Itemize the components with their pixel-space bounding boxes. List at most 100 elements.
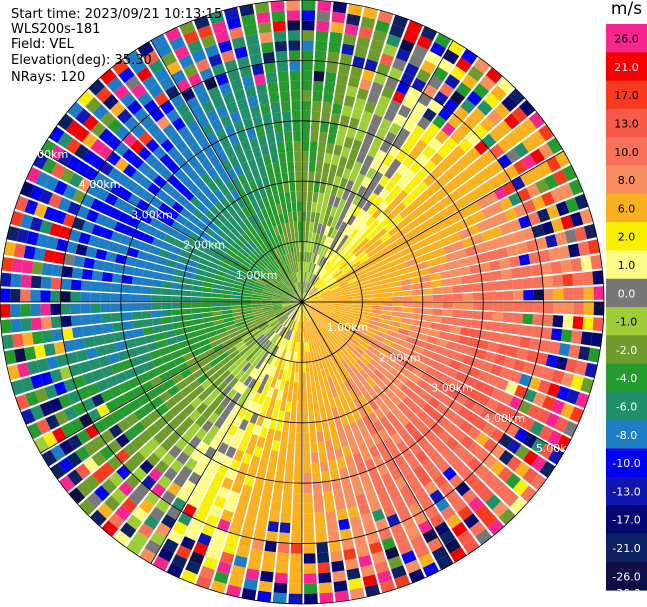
velocity-gate xyxy=(116,108,133,125)
velocity-gate xyxy=(91,393,105,408)
velocity-gate xyxy=(422,288,433,295)
velocity-gate xyxy=(312,253,318,264)
velocity-gate xyxy=(77,386,91,401)
velocity-gate xyxy=(455,371,468,384)
velocity-gate xyxy=(272,273,281,282)
velocity-gate xyxy=(462,302,474,310)
velocity-gate xyxy=(154,263,166,273)
velocity-gate xyxy=(347,3,363,17)
velocity-gate xyxy=(302,130,310,142)
velocity-gate xyxy=(556,385,571,402)
velocity-gate xyxy=(308,171,315,182)
velocity-gate xyxy=(251,297,262,300)
velocity-gate xyxy=(252,345,262,355)
velocity-gate xyxy=(466,147,481,162)
velocity-gate xyxy=(259,31,273,44)
velocity-gate xyxy=(168,343,180,353)
velocity-gate xyxy=(310,252,315,264)
velocity-gate xyxy=(232,380,243,392)
velocity-gate xyxy=(271,302,282,304)
velocity-gate xyxy=(314,502,325,514)
velocity-gate xyxy=(262,417,271,429)
velocity-gate xyxy=(287,232,293,243)
velocity-gate xyxy=(417,116,431,131)
velocity-gate xyxy=(347,322,358,330)
velocity-gate xyxy=(231,392,242,404)
velocity-gate xyxy=(60,303,71,315)
velocity-gate xyxy=(80,292,91,302)
velocity-gate xyxy=(229,26,244,40)
velocity-gate xyxy=(467,337,480,348)
velocity-gate xyxy=(365,167,377,180)
velocity-gate xyxy=(265,206,274,218)
velocity-gate xyxy=(327,280,337,287)
velocity-gate xyxy=(281,302,292,305)
velocity-gate xyxy=(410,319,422,327)
velocity-gate xyxy=(356,545,370,558)
velocity-gate xyxy=(437,363,450,375)
velocity-gate xyxy=(278,326,286,336)
velocity-gate xyxy=(289,371,295,383)
velocity-gate xyxy=(351,139,363,152)
velocity-gate xyxy=(371,508,385,522)
velocity-gate xyxy=(518,253,531,266)
velocity-gate xyxy=(262,308,273,313)
velocity-gate xyxy=(450,379,464,392)
velocity-gate xyxy=(201,343,213,353)
velocity-gate xyxy=(366,327,378,335)
velocity-gate xyxy=(453,197,467,211)
velocity-gate xyxy=(303,281,306,293)
velocity-gate xyxy=(302,294,310,302)
velocity-gate xyxy=(350,65,363,78)
velocity-gate xyxy=(505,148,521,164)
velocity-gate xyxy=(116,464,132,480)
velocity-gate xyxy=(298,292,302,302)
velocity-gate xyxy=(282,303,293,307)
velocity-gate xyxy=(242,349,253,359)
velocity-gate xyxy=(359,355,370,366)
velocity-gate xyxy=(462,293,474,301)
velocity-gate xyxy=(217,518,231,532)
velocity-gate xyxy=(479,262,491,273)
velocity-gate xyxy=(258,274,269,282)
velocity-gate xyxy=(314,60,326,72)
velocity-gate xyxy=(237,326,249,334)
velocity-gate xyxy=(506,345,519,358)
velocity-gate xyxy=(269,366,277,378)
velocity-gate xyxy=(451,317,463,327)
velocity-gate xyxy=(483,302,494,311)
velocity-gate xyxy=(283,265,290,276)
velocity-gate xyxy=(302,332,305,343)
velocity-gate xyxy=(273,225,280,237)
velocity-gate xyxy=(297,271,300,283)
velocity-gate xyxy=(272,307,283,312)
velocity-gate xyxy=(278,532,290,544)
velocity-gate xyxy=(295,261,299,273)
velocity-gate xyxy=(282,421,290,433)
velocity-gate xyxy=(111,58,129,76)
velocity-gate xyxy=(396,373,408,384)
velocity-gate xyxy=(164,234,176,245)
velocity-gate xyxy=(349,283,361,289)
velocity-gate xyxy=(263,289,274,295)
velocity-gate xyxy=(464,177,479,192)
velocity-gate xyxy=(75,349,89,362)
velocity-gate xyxy=(457,406,471,420)
velocity-gate xyxy=(290,310,297,319)
velocity-gate xyxy=(311,298,323,301)
velocity-gate xyxy=(359,254,370,264)
velocity-gate xyxy=(319,269,328,279)
velocity-gate xyxy=(346,567,361,581)
velocity-gate xyxy=(357,343,368,353)
velocity-gate xyxy=(371,550,386,565)
velocity-gate xyxy=(219,408,231,421)
velocity-gate xyxy=(298,332,301,343)
velocity-gate xyxy=(76,429,91,445)
range-ring-label: 5.00km xyxy=(27,148,69,161)
velocity-gate xyxy=(521,153,537,170)
velocity-gate xyxy=(123,442,138,457)
velocity-gate xyxy=(267,81,279,94)
velocity-gate xyxy=(137,161,152,176)
velocity-gate xyxy=(275,312,286,319)
velocity-gate xyxy=(365,215,376,227)
